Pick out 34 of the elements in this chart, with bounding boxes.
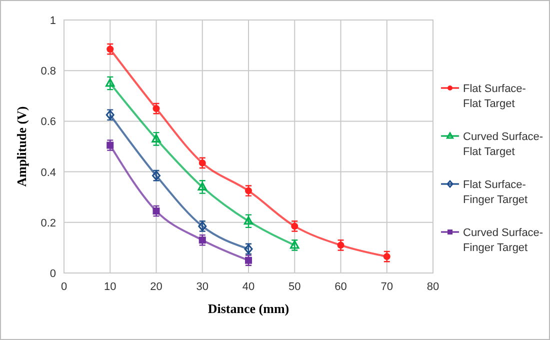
- point: [244, 216, 254, 225]
- point: [290, 240, 300, 249]
- x-tick-label: 50: [288, 281, 301, 293]
- x-tick-label: 70: [380, 281, 393, 293]
- y-tick-label: 0.2: [40, 217, 56, 230]
- x-tick-label: 10: [104, 281, 116, 293]
- y-tick-label: 0.6: [40, 116, 56, 128]
- x-tick-label: 0: [60, 281, 68, 293]
- y-tick-label: 1: [50, 15, 56, 27]
- point: [152, 208, 160, 215]
- legend-label: Curved Surface-Flat Target: [463, 131, 544, 158]
- y-tick-label: 0.8: [40, 66, 56, 78]
- x-tick-label: 60: [334, 281, 347, 293]
- y-tick-label: 0.4: [40, 166, 56, 179]
- point: [198, 159, 206, 166]
- point: [244, 244, 253, 254]
- x-tick-label: 20: [150, 281, 162, 293]
- point: [383, 253, 390, 260]
- point: [245, 256, 252, 264]
- x-tick-label: 30: [196, 281, 208, 293]
- point: [198, 182, 207, 191]
- point: [152, 134, 161, 142]
- legend-label: Flat Surface-Flat Target: [463, 83, 526, 110]
- x-tick-label: 40: [242, 281, 255, 293]
- legend-label: Curved Surface-Finger Target: [463, 227, 544, 254]
- y-tick-label: 0: [50, 268, 56, 280]
- point: [198, 236, 206, 244]
- y-axis-title: Amplitude (V): [14, 106, 29, 187]
- x-tick-label: 80: [426, 281, 440, 293]
- point: [106, 78, 115, 87]
- x-axis-title: Distance (mm): [208, 301, 290, 316]
- point: [152, 105, 160, 112]
- point: [106, 46, 114, 53]
- legend-label: Flat Surface-Finger Target: [463, 179, 528, 206]
